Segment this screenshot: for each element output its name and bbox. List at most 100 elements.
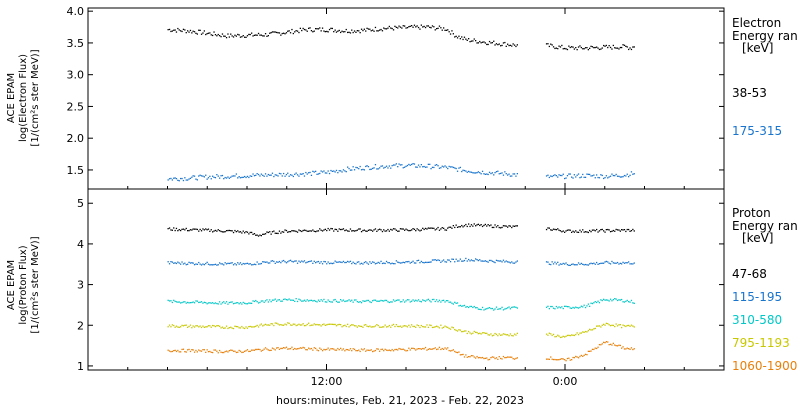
data-point [259,263,261,265]
data-point [384,299,386,301]
data-point [449,226,452,228]
data-point [441,165,443,167]
data-point [609,263,612,265]
data-point [228,36,230,38]
data-point [615,345,617,347]
data-point [182,28,185,30]
data-point [231,35,233,37]
data-point [225,301,228,303]
data-point [367,263,370,265]
data-point [181,301,183,304]
data-point [308,347,310,349]
data-point [363,300,365,302]
data-point [248,233,250,235]
data-point [348,326,350,328]
data-point [625,300,627,302]
data-point [255,348,257,351]
data-point [445,229,448,231]
data-point [498,260,500,262]
data-point [440,228,442,230]
data-point [238,263,240,265]
x-axis: 12:00 0:00 [311,375,578,388]
data-point [566,264,569,266]
data-point [575,264,577,266]
data-point [591,302,594,305]
data-point [422,26,424,28]
data-point [596,325,598,327]
data-point [372,230,374,232]
data-point [278,299,281,301]
data-point [344,261,346,264]
data-point [466,225,468,228]
data-point [502,355,505,358]
data-point [326,229,328,232]
data-point [225,177,228,179]
series-1060-1900 [167,341,635,362]
data-point [557,176,559,178]
data-point [443,27,445,29]
data-point [227,262,229,264]
data-point [497,358,499,360]
data-point [580,262,582,265]
data-point [385,299,388,302]
data-point [559,263,562,265]
data-point [191,327,193,329]
data-point [565,262,567,264]
data-point [285,32,288,34]
data-point [420,348,422,350]
data-point [465,38,467,40]
data-point [167,261,169,263]
data-point [302,173,304,175]
data-point [217,352,219,354]
data-point [405,228,407,230]
data-point [224,302,226,304]
data-point [623,301,626,303]
data-point [623,325,626,327]
data-point [373,167,375,169]
data-point [577,231,580,233]
data-point [196,179,198,181]
data-point [206,326,208,328]
data-point [515,225,517,227]
data-point [584,330,587,333]
data-point [310,347,313,350]
data-point [191,176,193,178]
data-point [498,173,500,175]
data-point [298,175,300,177]
data-point [487,43,489,46]
data-point [174,229,176,232]
data-point [320,170,322,172]
data-point [512,225,514,227]
data-point [465,223,467,226]
data-point [494,224,496,226]
data-point [379,326,381,328]
data-point [289,299,292,301]
data-point [452,33,454,35]
data-point [603,177,605,180]
data-point [234,263,236,265]
data-point [340,299,342,301]
data-point [171,179,173,181]
data-point [257,32,260,35]
data-point [621,263,623,265]
data-point [575,230,577,232]
data-point [417,299,420,301]
data-point [175,325,178,327]
data-point [259,175,261,177]
data-point [251,231,253,234]
data-point [365,261,367,263]
data-point [614,175,616,177]
data-point [568,173,570,175]
data-point [210,264,212,266]
data-point [466,332,468,335]
data-point [191,32,193,34]
data-point [376,262,378,264]
data-point [365,30,367,32]
data-point [480,260,482,262]
data-point [562,335,564,337]
data-point [548,227,550,229]
data-point [276,174,278,176]
data-point [224,262,226,264]
data-point [629,47,631,49]
data-point [203,229,205,231]
